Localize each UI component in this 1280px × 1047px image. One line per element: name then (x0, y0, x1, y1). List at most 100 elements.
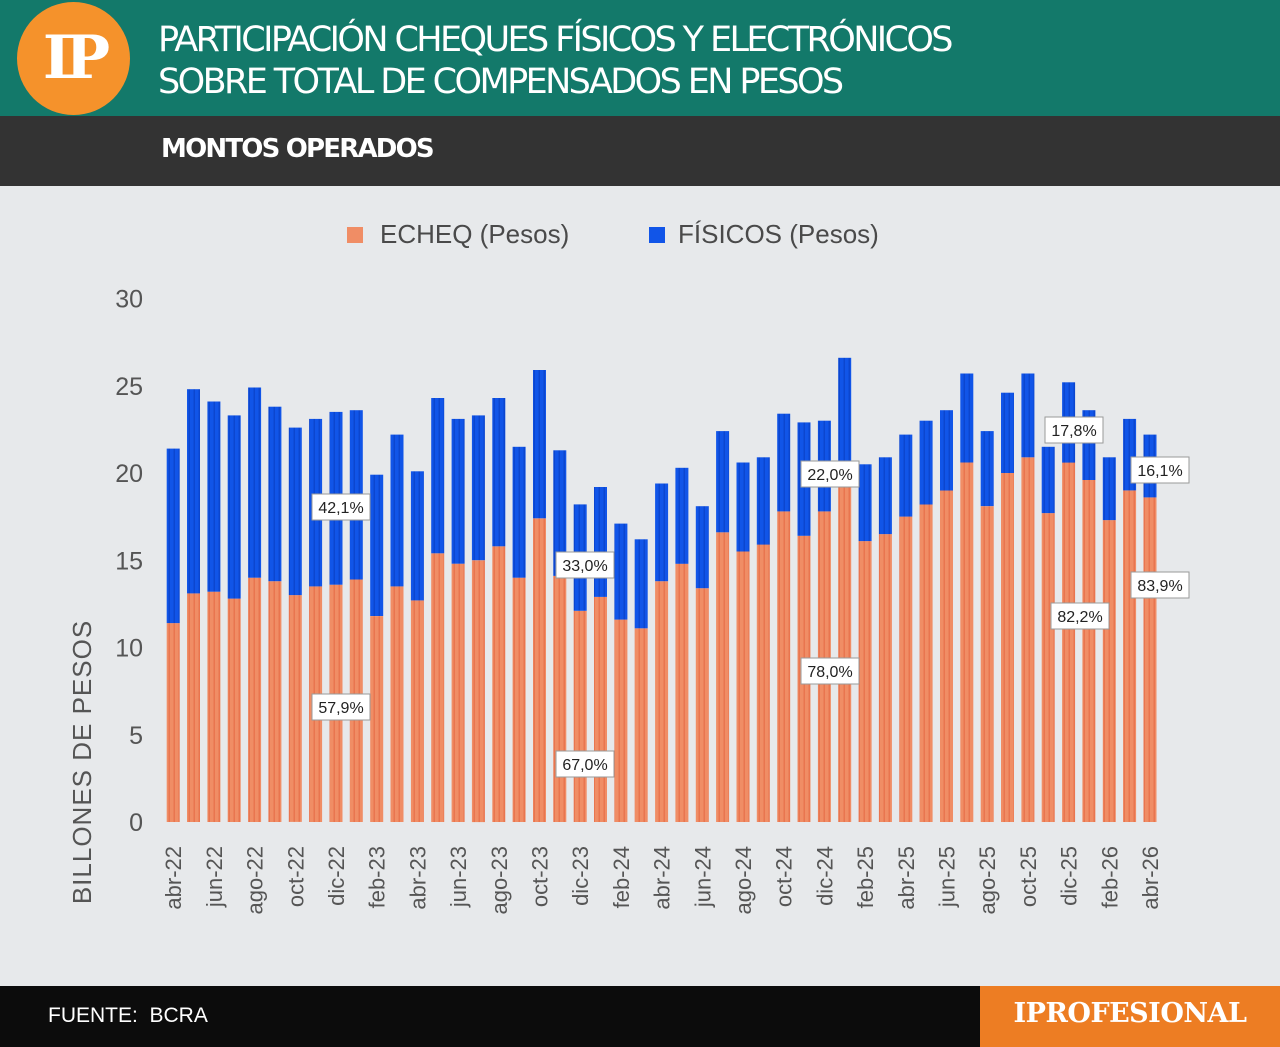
bar-echeq-feb-26 (1102, 520, 1116, 822)
annotation-fisicos-dic-24-box (800, 460, 860, 488)
bar-echeq-ago-23 (492, 546, 506, 822)
bar-echeq-nov-23 (553, 576, 567, 822)
bar-fisicos-oct-23 (533, 370, 546, 519)
bar-echeq-ene-24 (594, 596, 607, 822)
bar-echeq-dic-23 (573, 610, 587, 822)
annotation-fisicos-dic-23: 33,0% (555, 551, 615, 579)
annotation-fisicos-dic-23-text: 33,0% (562, 558, 607, 575)
bar-echeq-may-22 (187, 593, 200, 822)
bar-fisicos-abr-24 (655, 483, 669, 582)
stacked-bar-chart: ECHEQ (Pesos) FÍSICOS (Pesos) BILLONES D… (67, 219, 1190, 915)
x-axis-ticks: abr-22 jun-22 ago-22 oct-22 dic-22 feb-23 abr-… (161, 846, 1163, 915)
annotation-echeq-abr-26-text: 83,9% (1137, 578, 1182, 595)
bar-echeq-mar-23 (390, 586, 404, 822)
bar-fisicos-ene-25 (838, 357, 852, 487)
ip-logo-icon: IP (17, 2, 130, 115)
annotation-fisicos-dic-25-text: 17,8% (1051, 423, 1096, 440)
bar-fisicos-jul-25 (960, 373, 974, 463)
y-tick-label: 5 (129, 722, 143, 750)
bar-echeq-jul-22 (227, 598, 241, 822)
bar-echeq-ene-25 (838, 487, 852, 822)
annotation-echeq-dic-22-text: 57,9% (318, 700, 363, 717)
y-tick-label: 25 (115, 373, 143, 401)
y-axis-ticks: 0 5 10 15 20 25 30 (115, 286, 143, 838)
bar-fisicos-feb-26 (1102, 457, 1116, 521)
bar-fisicos-ago-24 (736, 462, 750, 552)
bar-echeq-jun-23 (451, 563, 465, 822)
bar-echeq-ago-24 (736, 551, 750, 822)
annotation-fisicos-abr-26-text: 16,1% (1137, 463, 1182, 480)
bar-fisicos-may-24 (675, 467, 689, 564)
bar-fisicos-may-23 (431, 398, 445, 554)
bar-series (166, 357, 1157, 823)
bar-fisicos-jun-22 (207, 401, 221, 592)
annotation-fisicos-dic-22-box (311, 493, 371, 521)
y-tick-label: 30 (115, 286, 143, 314)
annotation-echeq-dic-25: 82,2% (1050, 602, 1110, 630)
bar-fisicos-mar-23 (390, 434, 404, 587)
annotation-fisicos-dic-22-text: 42,1% (318, 500, 363, 517)
annotation-fisicos-dic-22: 42,1% (311, 493, 371, 521)
bar-echeq-abr-25 (899, 516, 913, 822)
bar-fisicos-feb-23 (370, 474, 384, 616)
percentage-annotations: 57,9% 42,1% 67,0% 33,0% 78,0% 22,0% 82,2% 17,8%… (311, 416, 1190, 778)
source-label: FUENTE: BCRA (48, 1004, 208, 1027)
bar-fisicos-mar-25 (878, 457, 892, 535)
bar-fisicos-sep-23 (512, 446, 526, 578)
bar-fisicos-jul-23 (471, 415, 485, 561)
bar-echeq-jul-25 (960, 462, 974, 822)
bar-echeq-sep-24 (756, 544, 770, 822)
bar-echeq-ago-22 (248, 577, 262, 822)
annotation-echeq-abr-26-box (1130, 571, 1190, 599)
x-tick-label: oct-25 (1016, 846, 1041, 907)
x-tick-label: ago-25 (975, 846, 1000, 915)
bar-echeq-abr-26 (1143, 497, 1157, 822)
bar-fisicos-jun-24 (695, 506, 709, 589)
bar-fisicos-sep-24 (756, 457, 770, 545)
bar-echeq-ene-26 (1082, 480, 1096, 822)
chart-title-line-2: SOBRE TOTAL DE COMPENSADOS EN PESOS (158, 62, 844, 102)
y-tick-label: 15 (115, 547, 143, 575)
bar-fisicos-may-25 (919, 420, 933, 505)
bar-fisicos-mar-24 (634, 539, 648, 629)
bar-echeq-feb-25 (858, 541, 872, 822)
x-tick-label: ago-22 (243, 846, 268, 915)
bar-echeq-oct-25 (1021, 457, 1035, 822)
bar-fisicos-abr-25 (899, 434, 913, 517)
bar-echeq-jun-22 (207, 591, 221, 822)
bar-fisicos-jul-24 (716, 431, 730, 533)
bar-fisicos-sep-25 (1001, 392, 1014, 473)
bar-fisicos-jun-25 (940, 410, 953, 491)
bar-echeq-mar-26 (1123, 490, 1137, 822)
logo-text: IP (42, 23, 110, 93)
x-tick-label: dic-22 (324, 846, 349, 906)
annotation-echeq-dic-23-box (555, 750, 615, 778)
bar-fisicos-ago-23 (492, 398, 506, 547)
bar-echeq-abr-22 (166, 623, 180, 822)
x-tick-label: dic-25 (1057, 846, 1082, 906)
y-axis-label: BILLONES DE PESOS (67, 620, 97, 904)
bar-echeq-feb-23 (370, 616, 384, 822)
annotation-echeq-dic-25-text: 82,2% (1057, 609, 1102, 626)
bar-echeq-sep-25 (1001, 473, 1014, 822)
bar-echeq-jul-24 (716, 532, 730, 822)
bar-fisicos-feb-25 (858, 464, 872, 542)
bar-echeq-jul-23 (471, 560, 485, 823)
annotation-echeq-dic-25-box (1050, 602, 1110, 630)
x-tick-label: oct-22 (283, 846, 308, 907)
bar-echeq-abr-24 (655, 581, 669, 822)
annotation-echeq-dic-22: 57,9% (311, 693, 371, 721)
x-tick-label: abr-24 (650, 846, 675, 910)
x-tick-label: abr-25 (894, 846, 919, 910)
bar-fisicos-ago-25 (980, 431, 994, 507)
bar-fisicos-ago-22 (248, 387, 262, 578)
x-tick-label: jun-24 (690, 846, 715, 908)
bar-fisicos-oct-25 (1021, 373, 1035, 458)
brand-label: IPROFESIONAL (1013, 998, 1247, 1029)
x-tick-label: abr-23 (405, 846, 430, 910)
bar-echeq-dic-25 (1062, 462, 1076, 822)
x-tick-label: feb-24 (609, 846, 634, 908)
bar-fisicos-oct-24 (777, 413, 791, 512)
bar-echeq-nov-25 (1041, 513, 1055, 822)
annotation-echeq-dic-24-box (800, 657, 860, 685)
